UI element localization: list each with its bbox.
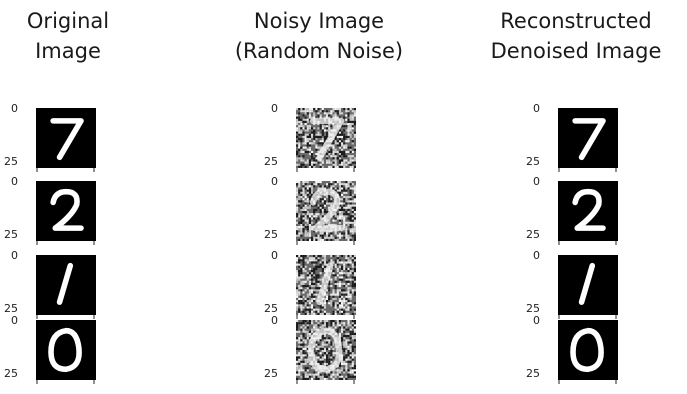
- y-tick-label: 25: [526, 367, 540, 380]
- y-tick-label: 0: [271, 314, 278, 327]
- column-title-line: Image: [35, 39, 101, 63]
- x-axis-ticks: [36, 380, 95, 384]
- x-axis-ticks: [558, 168, 617, 172]
- digit-image-clean: [36, 181, 96, 241]
- y-tick-label: 25: [4, 228, 18, 241]
- x-axis-ticks: [36, 168, 95, 172]
- x-axis-ticks: [36, 241, 95, 245]
- column-title-noisy: Noisy Image (Random Noise): [199, 6, 439, 66]
- digit-image-noisy: [296, 255, 356, 315]
- x-axis-ticks: [296, 168, 355, 172]
- digit-image-clean: [558, 255, 618, 315]
- y-tick-label: 25: [264, 302, 278, 315]
- y-tick-label: 0: [271, 249, 278, 262]
- y-tick-label: 0: [271, 102, 278, 115]
- y-tick-label: 0: [11, 102, 18, 115]
- y-tick-label: 25: [526, 155, 540, 168]
- y-tick-label: 0: [11, 314, 18, 327]
- x-axis-ticks: [296, 241, 355, 245]
- y-tick-label: 0: [533, 249, 540, 262]
- y-tick-label: 25: [526, 302, 540, 315]
- column-title-line: Noisy Image: [253, 9, 385, 33]
- column-title-reconstructed: Reconstructed Denoised Image: [456, 6, 687, 66]
- column-title-line: Reconstructed: [500, 9, 652, 33]
- y-tick-label: 25: [4, 302, 18, 315]
- x-axis-ticks: [558, 241, 617, 245]
- y-tick-label: 25: [4, 155, 18, 168]
- y-tick-label: 0: [533, 102, 540, 115]
- x-axis-ticks: [36, 315, 95, 319]
- digit-image-noisy: [296, 320, 356, 380]
- column-title-original: Original Image: [0, 6, 188, 66]
- digit-image-clean: [558, 181, 618, 241]
- y-tick-label: 25: [4, 367, 18, 380]
- y-tick-label: 0: [11, 249, 18, 262]
- column-title-line: Denoised Image: [490, 39, 662, 63]
- column-title-line: (Random Noise): [234, 39, 404, 63]
- x-axis-ticks: [296, 380, 355, 384]
- x-axis-ticks: [296, 315, 355, 319]
- digit-image-clean: [36, 320, 96, 380]
- y-tick-label: 25: [264, 367, 278, 380]
- digit-image-noisy: [296, 108, 356, 168]
- y-tick-label: 0: [533, 175, 540, 188]
- y-tick-label: 25: [264, 155, 278, 168]
- digit-image-noisy: [296, 181, 356, 241]
- column-title-line: Original: [26, 9, 110, 33]
- digit-image-clean: [36, 255, 96, 315]
- digit-image-clean: [558, 108, 618, 168]
- x-axis-ticks: [558, 315, 617, 319]
- digit-image-clean: [36, 108, 96, 168]
- y-tick-label: 25: [526, 228, 540, 241]
- y-tick-label: 0: [11, 175, 18, 188]
- digit-image-clean: [558, 320, 618, 380]
- y-tick-label: 0: [533, 314, 540, 327]
- y-tick-label: 25: [264, 228, 278, 241]
- x-axis-ticks: [558, 380, 617, 384]
- y-tick-label: 0: [271, 175, 278, 188]
